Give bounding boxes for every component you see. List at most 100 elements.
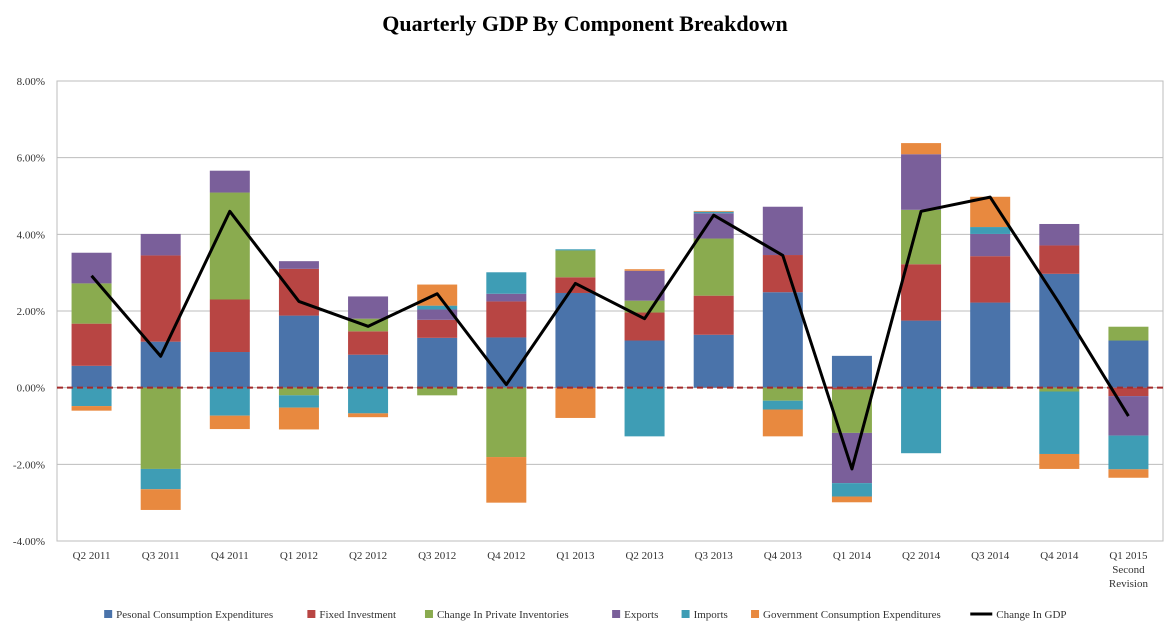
- bar-segment: [555, 292, 596, 388]
- bar-segment: [348, 413, 389, 418]
- bar-segment: [209, 170, 250, 193]
- bar-segment: [348, 296, 389, 319]
- bar-segment: [1108, 387, 1149, 397]
- legend-swatch: [307, 610, 316, 618]
- bar-segment: [417, 309, 458, 320]
- bar-segment: [71, 406, 112, 411]
- bar-segment: [693, 210, 734, 212]
- bar-segment: [1108, 326, 1149, 341]
- x-tick-label: Q2 2013: [625, 550, 664, 562]
- bar-segment: [278, 261, 319, 269]
- bar-segment: [762, 292, 803, 388]
- bar-segment: [417, 319, 458, 338]
- bar-segment: [555, 387, 596, 389]
- x-tick-label: Q1 2015: [1109, 550, 1148, 562]
- bar-segment: [348, 354, 389, 388]
- bar-segment: [1039, 273, 1080, 388]
- bar-segment: [970, 233, 1011, 257]
- bar-segment: [417, 337, 458, 388]
- bar-segment: [348, 331, 389, 355]
- bar-segment: [417, 305, 458, 310]
- x-tick-label: Q1 2012: [280, 550, 318, 562]
- bars-layer: [71, 143, 1149, 510]
- bar-segment: [970, 256, 1011, 303]
- bar-segment: [901, 143, 942, 155]
- bar-segment: [278, 387, 319, 396]
- x-tick-label: Q2 2011: [73, 550, 111, 562]
- bar-segment: [486, 387, 527, 458]
- x-tick-label: Q1 2014: [833, 550, 872, 562]
- bar-segment: [970, 196, 1011, 228]
- legend-label: Government Consumption Expenditures: [763, 609, 941, 621]
- bar-segment: [901, 154, 942, 210]
- bar-segment: [901, 320, 942, 388]
- bar-segment: [209, 387, 250, 416]
- bar-segment: [624, 269, 665, 271]
- y-tick-label: 4.00%: [17, 229, 45, 241]
- bar-segment: [486, 457, 527, 503]
- bar-segment: [71, 283, 112, 324]
- legend-label: Change In GDP: [996, 609, 1066, 621]
- bar-segment: [762, 387, 803, 401]
- chart-title: Quarterly GDP By Component Breakdown: [382, 11, 788, 36]
- bar-segment: [140, 489, 181, 510]
- bar-segment: [486, 301, 527, 338]
- legend-item: Pesonal Consumption Expenditures: [104, 609, 273, 621]
- bar-segment: [1108, 435, 1149, 470]
- bar-segment: [140, 341, 181, 388]
- bar-segment: [555, 249, 596, 251]
- bar-segment: [71, 252, 112, 284]
- bar-segment: [1108, 469, 1149, 478]
- bar-segment: [831, 432, 872, 484]
- bar-segment: [209, 192, 250, 300]
- legend-label: Change In Private Inventories: [437, 609, 569, 621]
- legend-swatch: [424, 610, 433, 618]
- y-tick-label: 0.00%: [17, 383, 45, 395]
- legend-item: Fixed Investment: [307, 609, 396, 621]
- bar-segment: [278, 407, 319, 430]
- bar-segment: [71, 387, 112, 407]
- bar-segment: [140, 387, 181, 469]
- bar-segment: [901, 209, 942, 265]
- legend-label: Imports: [694, 609, 728, 621]
- legend-item: Change In Private Inventories: [424, 609, 569, 621]
- bar-segment: [901, 387, 942, 454]
- x-tick-label: Q2 2014: [902, 550, 941, 562]
- bar-segment: [1039, 391, 1080, 454]
- legend-label: Pesonal Consumption Expenditures: [116, 609, 273, 621]
- bar-segment: [831, 355, 872, 388]
- bar-segment: [693, 211, 734, 214]
- x-tick-label: Q3 2013: [695, 550, 734, 562]
- bar-segment: [831, 496, 872, 503]
- bar-segment: [693, 238, 734, 296]
- bar-segment: [486, 293, 527, 302]
- bar-segment: [624, 270, 665, 301]
- legend-swatch: [612, 610, 621, 618]
- x-tick-label: Q3 2011: [142, 550, 180, 562]
- y-tick-label: 8.00%: [17, 76, 45, 88]
- legend-swatch: [104, 610, 113, 618]
- bar-segment: [901, 264, 942, 321]
- bar-segment: [209, 299, 250, 353]
- bar-segment: [1039, 387, 1080, 392]
- bar-segment: [71, 323, 112, 366]
- bar-segment: [624, 340, 665, 388]
- bar-segment: [693, 295, 734, 335]
- legend-item: Imports: [681, 609, 728, 621]
- bar-segment: [762, 400, 803, 410]
- bar-segment: [693, 334, 734, 388]
- bar-segment: [209, 352, 250, 388]
- y-tick-label: -2.00%: [13, 459, 45, 471]
- y-tick-label: 6.00%: [17, 153, 45, 165]
- legend-label: Fixed Investment: [319, 609, 396, 621]
- x-tick-label: Q3 2012: [418, 550, 456, 562]
- bar-segment: [1039, 223, 1080, 246]
- y-tick-label: 2.00%: [17, 306, 45, 318]
- bar-segment: [1039, 245, 1080, 274]
- bar-segment: [140, 233, 181, 256]
- bar-segment: [348, 387, 389, 414]
- bar-segment: [417, 387, 458, 396]
- x-tick-label: Q1 2013: [556, 550, 595, 562]
- legend-label: Exports: [624, 609, 658, 621]
